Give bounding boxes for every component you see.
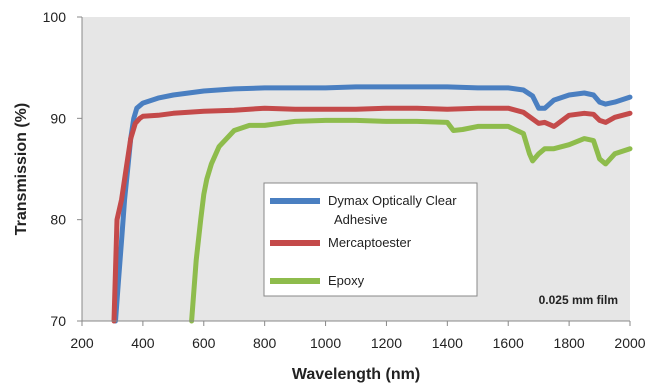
x-tick-label: 1600 — [493, 335, 524, 351]
legend-label-dymax-line2: Adhesive — [334, 212, 387, 227]
y-tick-label: 100 — [43, 9, 67, 25]
legend-label-dymax-line1: Dymax Optically Clear — [328, 193, 457, 208]
x-tick-label: 600 — [192, 335, 216, 351]
film-thickness-annotation: 0.025 mm film — [539, 293, 618, 307]
y-tick-label: 90 — [50, 110, 66, 126]
y-tick-label: 70 — [50, 313, 66, 329]
x-tick-label: 200 — [70, 335, 94, 351]
series-line-mercaptoester — [111, 105, 633, 324]
y-axis-title: Transmission (%) — [13, 103, 30, 235]
x-tick-label: 800 — [253, 335, 277, 351]
ticks-layer: 200 400 600 800 1000 1200 1400 1600 1800 2000 70 80… — [43, 9, 646, 351]
y-tick-label: 80 — [50, 212, 66, 228]
x-tick-label: 1400 — [432, 335, 463, 351]
legend-label-mercaptoester: Mercaptoester — [328, 235, 412, 250]
x-axis-title: Wavelength (nm) — [292, 366, 420, 383]
x-tick-label: 1800 — [554, 335, 585, 351]
x-tick-label: 400 — [131, 335, 155, 351]
x-tick-label: 2000 — [614, 335, 645, 351]
legend-label-epoxy: Epoxy — [328, 273, 365, 288]
legend: Dymax Optically Clear Adhesive Mercaptoe… — [263, 182, 478, 297]
series-layer — [111, 84, 633, 324]
x-tick-label: 1000 — [310, 335, 341, 351]
series-line-epoxy — [189, 117, 633, 324]
x-tick-label: 1200 — [371, 335, 402, 351]
